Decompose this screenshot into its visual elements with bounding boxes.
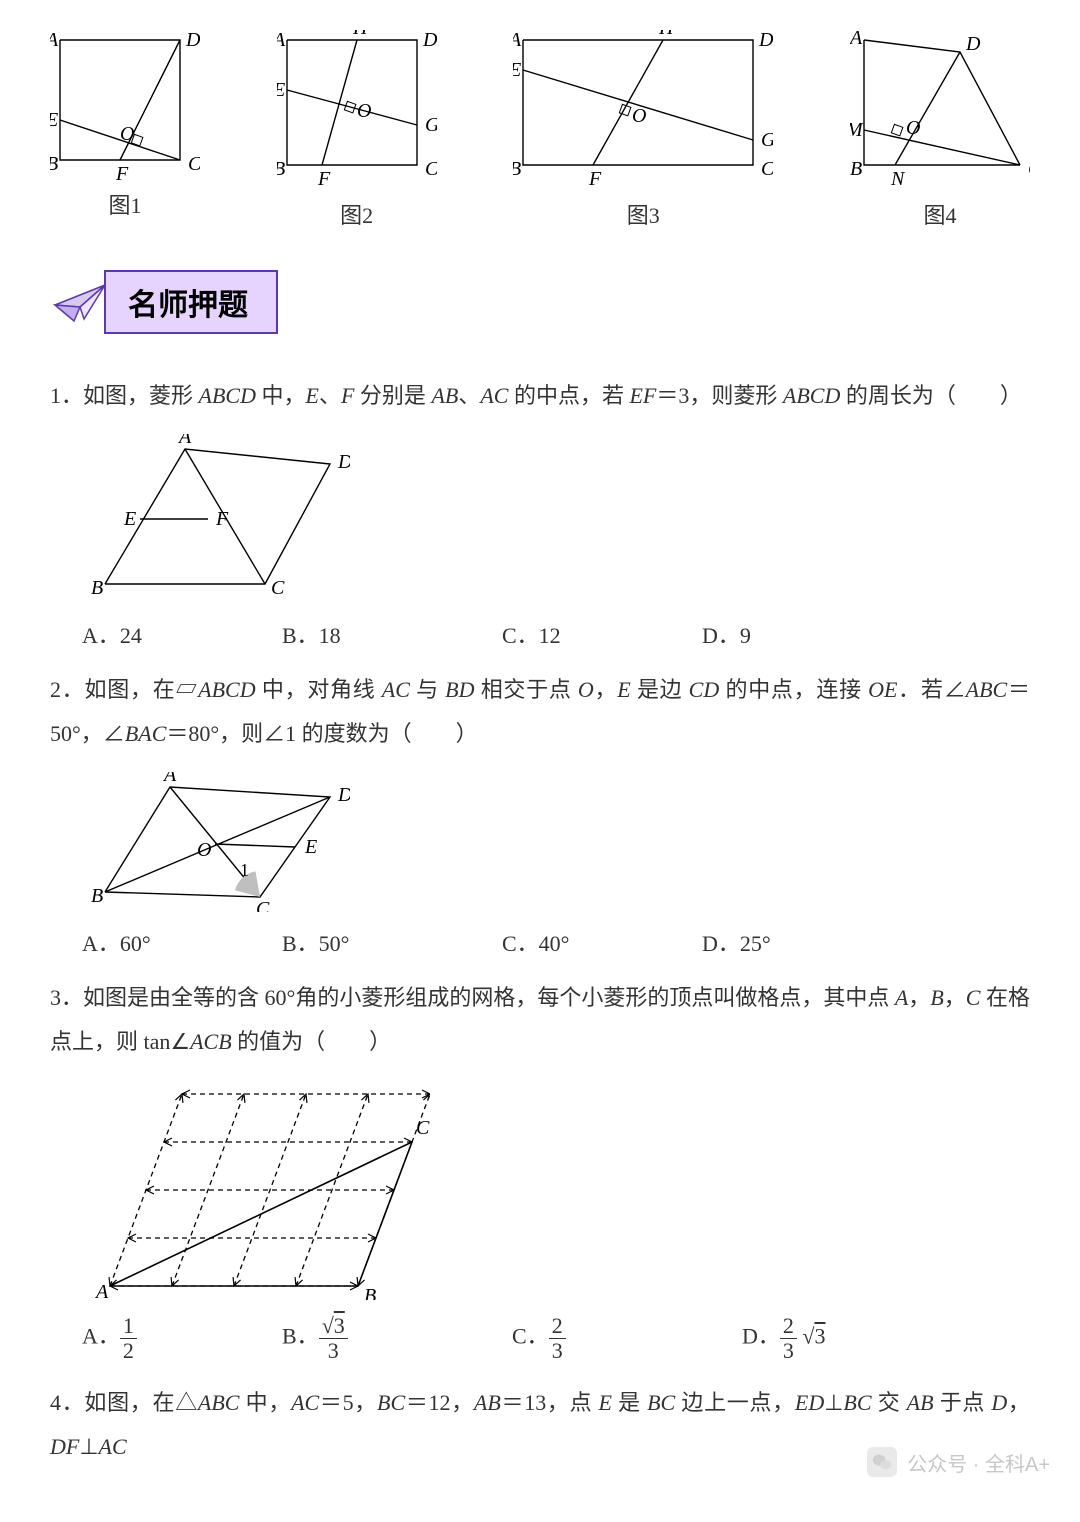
svg-text:B: B bbox=[91, 885, 103, 907]
svg-text:O: O bbox=[357, 100, 371, 122]
paper-plane-icon bbox=[50, 277, 110, 327]
figure-3: A D B C E F G H O bbox=[513, 30, 773, 190]
svg-text:E: E bbox=[277, 79, 285, 101]
question-2: 2．如图，在▱ABCD 中，对角线 AC 与 BD 相交于点 O，E 是边 CD… bbox=[50, 668, 1030, 756]
svg-text:M: M bbox=[850, 119, 864, 141]
option-C: C．12 bbox=[502, 618, 702, 650]
option-C: C．23 bbox=[512, 1314, 742, 1363]
svg-text:A: A bbox=[277, 30, 286, 51]
svg-text:O: O bbox=[632, 105, 646, 127]
question-3-figure: A B C bbox=[90, 1080, 1030, 1300]
svg-text:D: D bbox=[337, 451, 350, 473]
svg-text:D: D bbox=[758, 30, 773, 51]
figure-1-block: A D B C E F O 图1 bbox=[50, 30, 200, 220]
svg-text:D: D bbox=[422, 30, 437, 51]
question-1-figure: A D B C E F bbox=[90, 434, 1030, 604]
figure-4: A D B C M N O bbox=[850, 30, 1030, 190]
svg-text:B: B bbox=[850, 158, 862, 180]
question-1: 1．如图，菱形 ABCD 中，E、F 分别是 AB、AC 的中点，若 EF＝3，… bbox=[50, 374, 1030, 418]
figure-4-caption: 图4 bbox=[850, 198, 1030, 230]
svg-text:F: F bbox=[115, 163, 129, 180]
svg-text:E: E bbox=[123, 508, 136, 530]
svg-text:F: F bbox=[317, 168, 331, 190]
svg-text:D: D bbox=[965, 33, 981, 55]
svg-text:O: O bbox=[906, 117, 920, 139]
svg-text:1: 1 bbox=[240, 860, 249, 880]
svg-text:C: C bbox=[271, 577, 285, 599]
option-B: B．50° bbox=[282, 926, 502, 958]
svg-text:A: A bbox=[513, 30, 522, 51]
question-text: 2．如图，在▱ABCD 中，对角线 AC 与 BD 相交于点 O，E 是边 CD… bbox=[50, 677, 1030, 746]
option-D: D．9 bbox=[702, 618, 751, 650]
option-C: C．40° bbox=[502, 926, 702, 958]
questions-list: 1．如图，菱形 ABCD 中，E、F 分别是 AB、AC 的中点，若 EF＝3，… bbox=[50, 374, 1030, 1469]
svg-text:D: D bbox=[185, 30, 200, 51]
question-text: 1．如图，菱形 ABCD 中，E、F 分别是 AB、AC 的中点，若 EF＝3，… bbox=[50, 383, 1022, 408]
question-2-options: A．60°B．50°C．40°D．25° bbox=[82, 926, 1030, 958]
svg-text:G: G bbox=[425, 114, 437, 136]
question-text: 3．如图是由全等的含 60°角的小菱形组成的网格，每个小菱形的顶点叫做格点，其中… bbox=[50, 985, 1030, 1054]
watermark-text: 公众号 · 全科A+ bbox=[907, 1448, 1050, 1477]
figure-1-caption: 图1 bbox=[50, 188, 200, 220]
svg-text:B: B bbox=[91, 577, 103, 599]
question-2-figure: 1 A D B C O E bbox=[90, 772, 1030, 912]
option-B: B．√33 bbox=[282, 1314, 512, 1363]
svg-text:H: H bbox=[352, 30, 369, 39]
svg-text:C: C bbox=[425, 158, 437, 180]
svg-text:B: B bbox=[50, 153, 58, 175]
question-3-options: A．12B．√33C．23D．23 √3 bbox=[82, 1314, 1030, 1363]
option-A: A．12 bbox=[82, 1314, 282, 1363]
svg-text:A: A bbox=[850, 30, 863, 49]
svg-text:E: E bbox=[304, 836, 317, 858]
figure-2: A D B C E F G H O bbox=[277, 30, 437, 190]
svg-text:E: E bbox=[513, 59, 521, 81]
svg-text:C: C bbox=[1028, 158, 1030, 180]
svg-text:C: C bbox=[256, 898, 270, 912]
svg-text:B: B bbox=[277, 158, 285, 180]
figure-2-block: A D B C E F G H O 图2 bbox=[277, 30, 437, 230]
svg-text:C: C bbox=[416, 1117, 430, 1139]
option-A: A．24 bbox=[82, 618, 282, 650]
option-B: B．18 bbox=[282, 618, 502, 650]
svg-text:B: B bbox=[364, 1285, 376, 1300]
top-figures-row: A D B C E F O 图1 A D B C E F G H O 图2 A D B C E F G H O 图3 A D B… bbox=[50, 30, 1030, 230]
svg-text:G: G bbox=[761, 129, 773, 151]
question-3: 3．如图是由全等的含 60°角的小菱形组成的网格，每个小菱形的顶点叫做格点，其中… bbox=[50, 976, 1030, 1064]
svg-text:O: O bbox=[120, 123, 134, 145]
option-A: A．60° bbox=[82, 926, 282, 958]
question-1-options: A．24B．18C．12D．9 bbox=[82, 618, 1030, 650]
option-D: D．23 √3 bbox=[742, 1314, 825, 1363]
section-heading-text: 名师押题 bbox=[104, 270, 278, 334]
option-D: D．25° bbox=[702, 926, 771, 958]
svg-text:E: E bbox=[50, 109, 58, 131]
figure-1: A D B C E F O bbox=[50, 30, 200, 180]
svg-text:F: F bbox=[215, 508, 229, 530]
svg-text:A: A bbox=[162, 772, 177, 786]
svg-text:O: O bbox=[197, 839, 211, 861]
wechat-icon bbox=[867, 1447, 897, 1477]
svg-text:H: H bbox=[658, 30, 675, 39]
svg-text:A: A bbox=[50, 30, 59, 51]
svg-text:F: F bbox=[588, 168, 602, 190]
svg-text:C: C bbox=[188, 153, 200, 175]
watermark: 公众号 · 全科A+ bbox=[867, 1447, 1050, 1477]
section-heading: 名师押题 bbox=[50, 270, 278, 334]
svg-text:A: A bbox=[94, 1281, 109, 1300]
svg-text:N: N bbox=[890, 168, 906, 190]
svg-text:A: A bbox=[177, 434, 192, 448]
svg-text:D: D bbox=[337, 784, 350, 806]
figure-4-block: A D B C M N O 图4 bbox=[850, 30, 1030, 230]
figure-2-caption: 图2 bbox=[277, 198, 437, 230]
svg-text:C: C bbox=[761, 158, 773, 180]
figure-3-caption: 图3 bbox=[513, 198, 773, 230]
figure-3-block: A D B C E F G H O 图3 bbox=[513, 30, 773, 230]
svg-text:B: B bbox=[513, 158, 521, 180]
